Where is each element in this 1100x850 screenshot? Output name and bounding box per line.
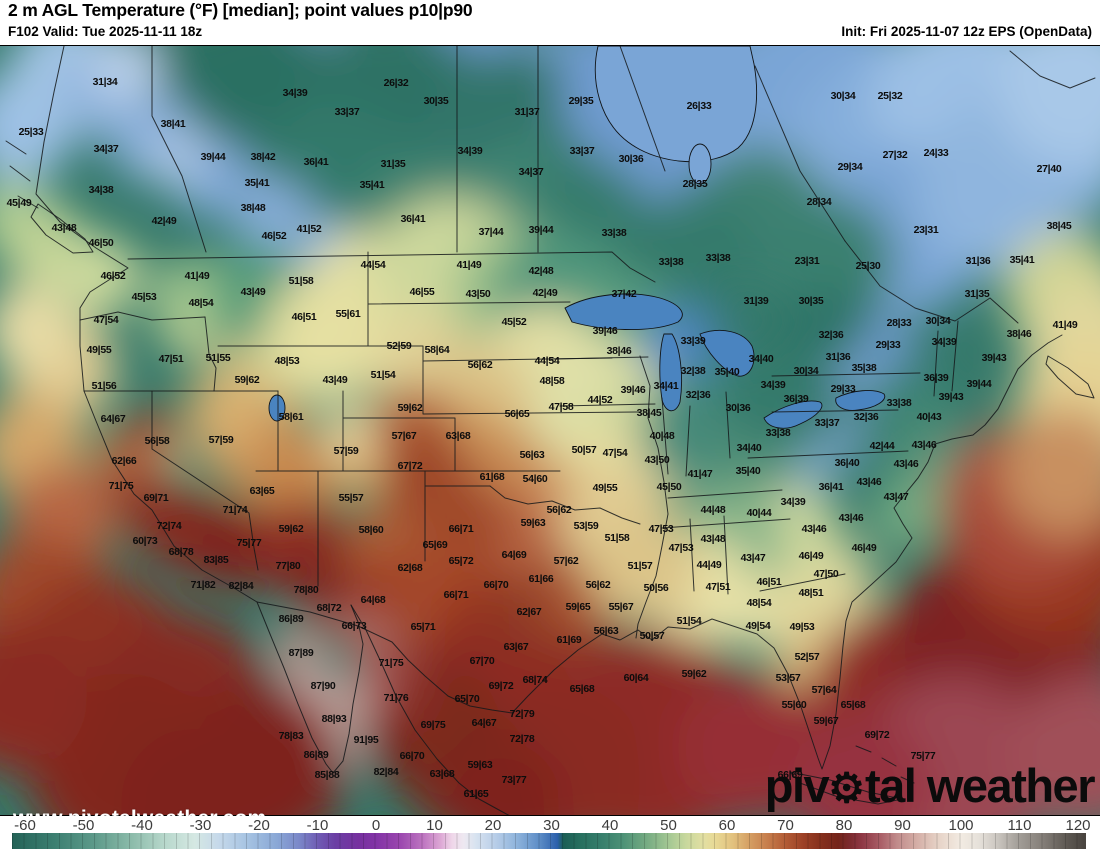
lake-ontario: [835, 390, 886, 411]
gulf-atlantic-coastline: [511, 334, 1063, 770]
colorbar-tick-label: 50: [660, 817, 677, 834]
colorbar-tick-label: -40: [131, 817, 153, 834]
vancouver-island: [30, 203, 94, 254]
st-lawrence-border: [844, 240, 1019, 324]
colorbar-tick-label: 0: [371, 817, 381, 834]
central-state-borders: [551, 356, 846, 595]
nova-scotia: [1045, 355, 1095, 399]
colorbar-tick-label: 80: [835, 817, 853, 834]
colorbar-tick-label: -30: [189, 817, 212, 834]
map-borders: [5, 46, 1096, 815]
brand-prefix: piv: [764, 759, 830, 812]
western-state-grid: [217, 251, 641, 587]
lake-michigan: [659, 333, 682, 412]
colorbar-tick-label: -20: [248, 817, 270, 834]
gear-icon: ⚙: [828, 765, 865, 811]
alaska-panhandle-fjords: [5, 140, 39, 209]
colorbar-tick-label: -60: [14, 817, 36, 834]
valid-time-label: F102 Valid: Tue 2025-11-11 18z: [8, 24, 203, 39]
red-river-border: [489, 485, 641, 525]
water-bodies: [268, 46, 886, 429]
colorbar-tick-label: 20: [484, 817, 502, 834]
or-id-border: [204, 316, 217, 392]
newfoundland-coast: [1009, 50, 1096, 89]
init-time-label: Init: Fri 2025-11-07 12z EPS (OpenData): [841, 24, 1092, 39]
map-area: [0, 45, 1100, 816]
us-canada-border: [127, 251, 656, 283]
james-bay: [688, 143, 712, 185]
colorbar-tick-label: -50: [72, 817, 95, 834]
us-mexico-border: [256, 601, 513, 714]
page-title: 2 m AGL Temperature (°F) [median]; point…: [8, 0, 473, 20]
eastern-state-borders: [747, 320, 959, 459]
colorbar-tick-label: 40: [601, 817, 619, 834]
colorbar-tick-label: 110: [1007, 817, 1032, 834]
watermark-brand: piv⚙tal weather: [764, 759, 1096, 812]
ca-nv-border: [151, 390, 259, 571]
cuba-coastline: [789, 771, 903, 805]
colorbar-tick-label: 30: [543, 817, 560, 834]
temperature-field-canvas: [0, 46, 1100, 815]
colorbar-gradient: [12, 833, 1086, 849]
mexico-west-coastline: [350, 604, 510, 815]
colorbar-tick-label: 70: [777, 817, 794, 834]
colorbar-ticks: -60 -50 -40 -30 -20 -10 0 10 20 30 40 50 60 70 80 90 100…: [0, 816, 1100, 834]
colorbar-tick-label: 100: [948, 817, 974, 834]
province-borders: [151, 46, 846, 253]
wa-or-border: [79, 311, 206, 321]
header: 2 m AGL Temperature (°F) [median]; point…: [0, 0, 1100, 45]
colorbar-tick-label: 120: [1065, 817, 1091, 834]
lake-superior: [564, 293, 683, 331]
great-salt-lake: [268, 394, 286, 422]
temperature-field-blobs: [0, 46, 1100, 815]
colorbar-tick-label: 60: [718, 817, 736, 834]
colorbar-tick-label: 90: [894, 817, 911, 834]
brand-suffix: tal weather: [864, 759, 1096, 812]
bahamas-islands: [855, 745, 915, 784]
mississippi-river-border: [635, 355, 669, 639]
pacific-coastline: [35, 46, 364, 774]
colorbar-tick-label: -10: [306, 817, 329, 834]
lake-huron: [699, 330, 755, 377]
colorbar-tick-label: 10: [426, 817, 443, 834]
